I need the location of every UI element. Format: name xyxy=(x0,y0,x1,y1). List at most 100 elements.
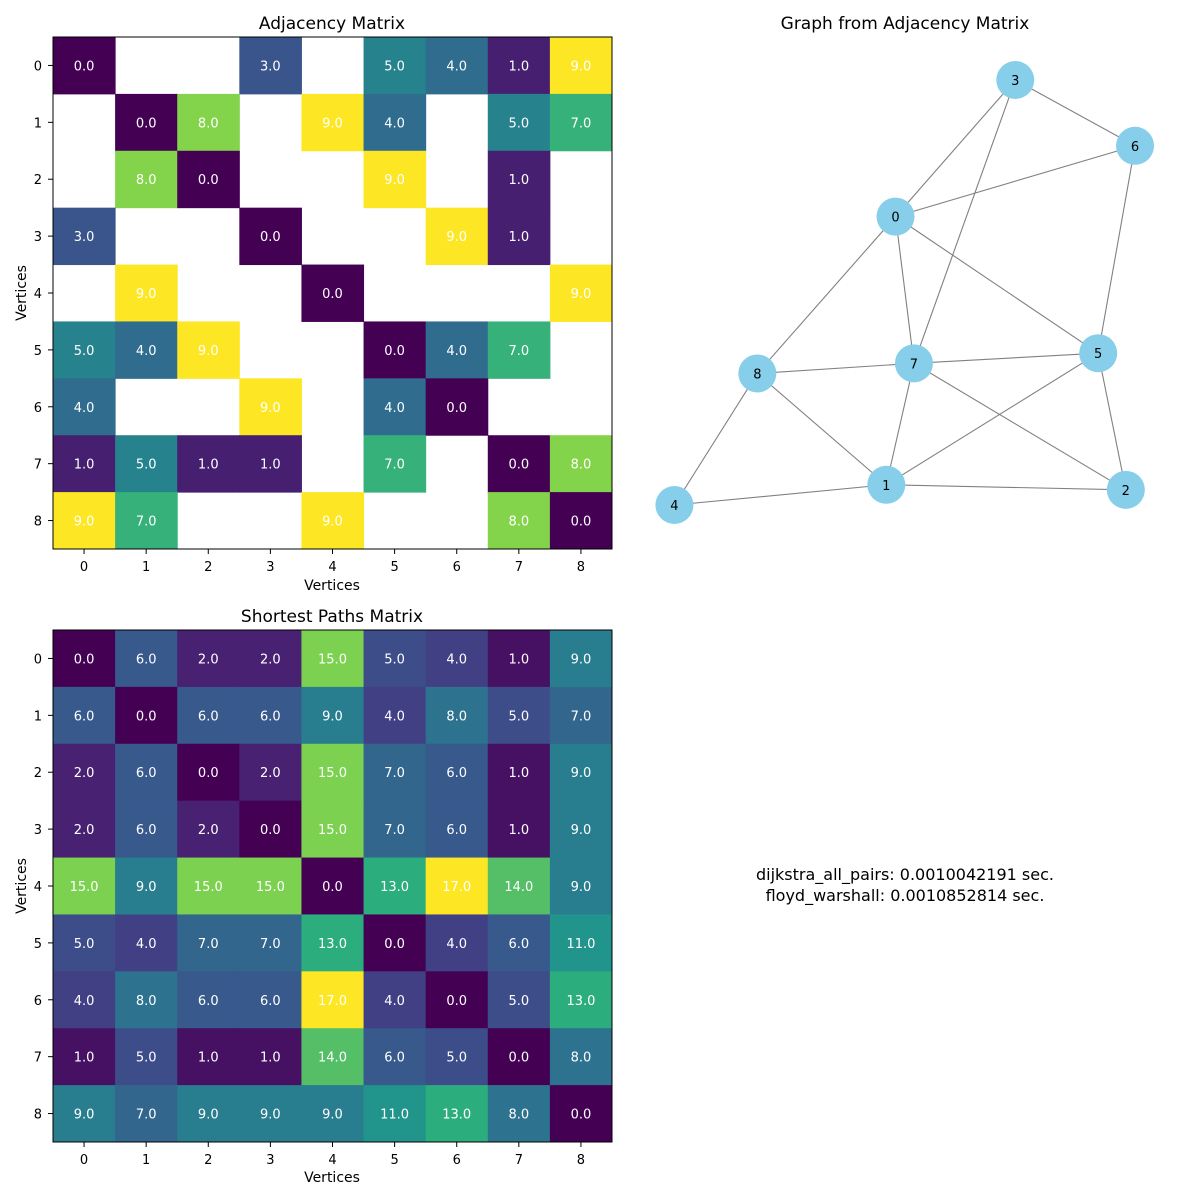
x-tick-label: 8 xyxy=(577,1153,585,1168)
heatmap-cell xyxy=(115,93,178,152)
y-tick-label: 3 xyxy=(34,823,42,838)
shortest-paths-ylabel: Vertices xyxy=(14,858,30,914)
heatmap-cell xyxy=(363,1085,427,1143)
heatmap-cell xyxy=(53,743,116,802)
heatmap-cell xyxy=(177,1028,240,1086)
cell-value-label: 6.0 xyxy=(260,709,281,724)
heatmap-cell xyxy=(425,914,489,972)
shortest-paths-title: Shortest Paths Matrix xyxy=(241,607,423,627)
graph-node xyxy=(1116,126,1155,165)
heatmap-cell xyxy=(363,321,427,379)
graph-nodes: 0 1 2 3 4 5 6 7 8 xyxy=(655,61,1155,524)
graph-edge xyxy=(756,373,887,486)
cell-value-label: 13.0 xyxy=(318,937,347,952)
cell-value-label: 9.0 xyxy=(136,880,157,895)
heatmap-cell xyxy=(425,1085,489,1143)
heatmap-cell xyxy=(301,743,365,802)
heatmap-cell xyxy=(53,1028,116,1086)
heatmap-cell xyxy=(487,150,551,209)
heatmap-cell xyxy=(53,857,116,915)
graph-edge xyxy=(757,362,914,375)
heatmap-cell xyxy=(487,435,551,493)
heatmap-cell xyxy=(177,743,240,802)
cell-value-label: 8.0 xyxy=(571,458,592,473)
graph-edge xyxy=(913,362,1127,491)
y-tick-label: 8 xyxy=(34,1108,42,1123)
heatmap-cell xyxy=(239,1085,302,1143)
heatmap-cell xyxy=(487,1028,551,1086)
x-tick-label: 2 xyxy=(204,1153,212,1168)
cell-value-label: 4.0 xyxy=(384,116,405,131)
x-tick-label: 7 xyxy=(515,1153,523,1168)
cell-value-label: 8.0 xyxy=(508,1108,529,1123)
cell-value-label: 0.0 xyxy=(508,1051,529,1066)
heatmap-cell xyxy=(115,743,178,802)
heatmap-cell xyxy=(177,686,240,745)
cell-value-label: 2.0 xyxy=(74,766,95,781)
cell-value-label: 5.0 xyxy=(446,1051,467,1066)
heatmap-cell xyxy=(115,1085,178,1143)
heatmap-cell xyxy=(301,1028,365,1086)
x-tick-label: 3 xyxy=(266,560,274,575)
heatmap-cell xyxy=(53,686,116,745)
heatmap-cell xyxy=(425,37,489,95)
cell-value-label: 13.0 xyxy=(442,1108,471,1123)
cell-value-label: 0.0 xyxy=(571,1108,592,1123)
heatmap-cell xyxy=(487,37,551,95)
graph-edge xyxy=(1097,353,1127,490)
heatmap-cell xyxy=(239,37,302,95)
cell-value-label: 8.0 xyxy=(571,1051,592,1066)
cell-value-label: 0.0 xyxy=(74,59,95,74)
cell-value-label: 1.0 xyxy=(198,1051,219,1066)
heatmap-cell xyxy=(115,630,178,688)
heatmap-cell xyxy=(487,1085,551,1143)
heatmap-cell xyxy=(115,150,178,209)
heatmap-cell xyxy=(53,435,116,493)
cell-value-label: 0.0 xyxy=(74,652,95,667)
cell-value-label: 9.0 xyxy=(571,59,592,74)
heatmap-cell xyxy=(487,971,551,1029)
cell-value-label: 5.0 xyxy=(384,652,405,667)
cell-value-label: 15.0 xyxy=(70,880,99,895)
heatmap-cell xyxy=(549,800,613,859)
x-tick-label: 2 xyxy=(204,560,212,575)
y-tick-label: 4 xyxy=(34,287,42,302)
cell-value-label: 1.0 xyxy=(74,458,95,473)
heatmap-cell xyxy=(425,321,489,379)
graph-node xyxy=(867,465,906,504)
cell-value-label: 5.0 xyxy=(508,116,529,131)
y-tick-label: 1 xyxy=(34,116,42,131)
cell-value-label: 6.0 xyxy=(198,709,219,724)
graph-node-label: 7 xyxy=(910,357,918,372)
cell-value-label: 1.0 xyxy=(260,458,281,473)
heatmap-cell xyxy=(425,743,489,802)
graph-node xyxy=(1079,334,1118,373)
cell-value-label: 8.0 xyxy=(198,116,219,131)
graph-edge xyxy=(894,216,915,364)
graph-edge xyxy=(885,363,915,485)
heatmap-cell xyxy=(239,800,302,859)
cell-value-label: 6.0 xyxy=(508,937,529,952)
heatmap-cell xyxy=(301,492,365,550)
heatmap-cell xyxy=(53,492,116,550)
heatmap-cell xyxy=(177,971,240,1029)
cell-value-label: 7.0 xyxy=(508,344,529,359)
cell-value-label: 1.0 xyxy=(508,59,529,74)
heatmap-cell xyxy=(239,743,302,802)
cell-value-label: 15.0 xyxy=(318,823,347,838)
cell-value-label: 9.0 xyxy=(74,515,95,530)
heatmap-cell xyxy=(363,686,427,745)
graph-node-label: 0 xyxy=(891,211,899,226)
heatmap-cell xyxy=(363,378,427,436)
cell-value-label: 2.0 xyxy=(260,652,281,667)
cell-value-label: 4.0 xyxy=(446,59,467,74)
cell-value-label: 0.0 xyxy=(198,173,219,188)
cell-value-label: 4.0 xyxy=(384,709,405,724)
heatmap-cell xyxy=(549,93,613,152)
heatmap-cell xyxy=(363,630,427,688)
heatmap-cell xyxy=(487,630,551,688)
cell-value-label: 6.0 xyxy=(136,823,157,838)
cell-value-label: 17.0 xyxy=(442,880,471,895)
cell-value-label: 13.0 xyxy=(566,994,595,1009)
cell-value-label: 9.0 xyxy=(322,709,343,724)
